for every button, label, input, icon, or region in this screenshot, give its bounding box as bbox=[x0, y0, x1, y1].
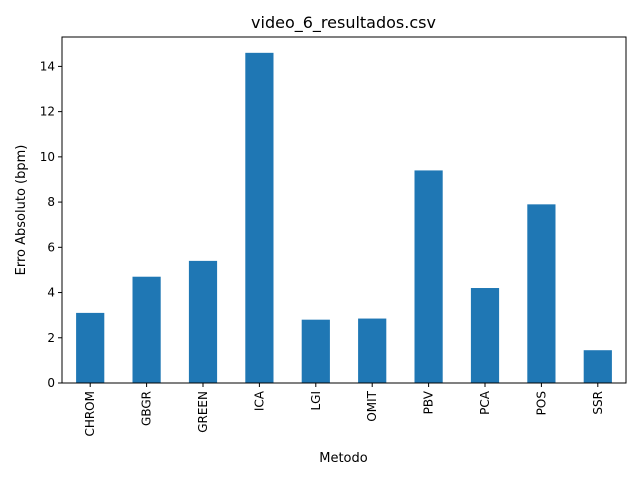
y-tick-label: 10 bbox=[40, 150, 55, 164]
x-tick-label: OMIT bbox=[365, 390, 379, 421]
y-tick-label: 4 bbox=[47, 286, 55, 300]
bar-gbgr bbox=[132, 276, 161, 383]
bar-ica bbox=[245, 52, 274, 383]
x-tick-label: PBV bbox=[422, 390, 436, 414]
x-tick-label: SSR bbox=[591, 391, 605, 415]
x-tick-label: LGI bbox=[309, 391, 323, 411]
y-tick-label: 12 bbox=[40, 105, 55, 119]
x-tick-label: CHROM bbox=[83, 391, 97, 437]
bar-pca bbox=[470, 288, 500, 383]
bar-lgi bbox=[301, 319, 330, 383]
bar-omit bbox=[358, 318, 387, 383]
x-tick-label: GREEN bbox=[196, 391, 210, 433]
bar-green bbox=[188, 260, 218, 383]
y-tick-label: 6 bbox=[47, 240, 55, 254]
x-tick-label: POS bbox=[534, 391, 548, 415]
y-axis-ticks: 0 2 4 6 8 10 12 14 bbox=[40, 59, 62, 390]
x-axis-label: Metodo bbox=[319, 451, 368, 466]
bar-pos bbox=[527, 204, 556, 383]
chart-title: video_6_resultados.csv bbox=[251, 13, 436, 33]
y-tick-label: 2 bbox=[47, 331, 55, 345]
x-tick-label: GBGR bbox=[140, 391, 154, 426]
y-axis-label: Erro Absoluto (bpm) bbox=[14, 145, 29, 276]
bar-chrom bbox=[76, 312, 105, 383]
y-tick-label: 0 bbox=[47, 376, 55, 390]
y-tick-label: 8 bbox=[47, 195, 55, 209]
x-tick-label: PCA bbox=[478, 390, 492, 415]
x-axis-ticks: CHROM GBGR GREEN ICA LGI OMIT PBV PCA POS SSR bbox=[83, 383, 605, 437]
bars-group bbox=[76, 52, 612, 383]
x-tick-label: ICA bbox=[252, 390, 266, 411]
plot-frame bbox=[61, 36, 627, 384]
y-tick-label: 14 bbox=[40, 59, 55, 73]
bar-ssr bbox=[583, 350, 612, 383]
bar-pbv bbox=[414, 170, 443, 383]
